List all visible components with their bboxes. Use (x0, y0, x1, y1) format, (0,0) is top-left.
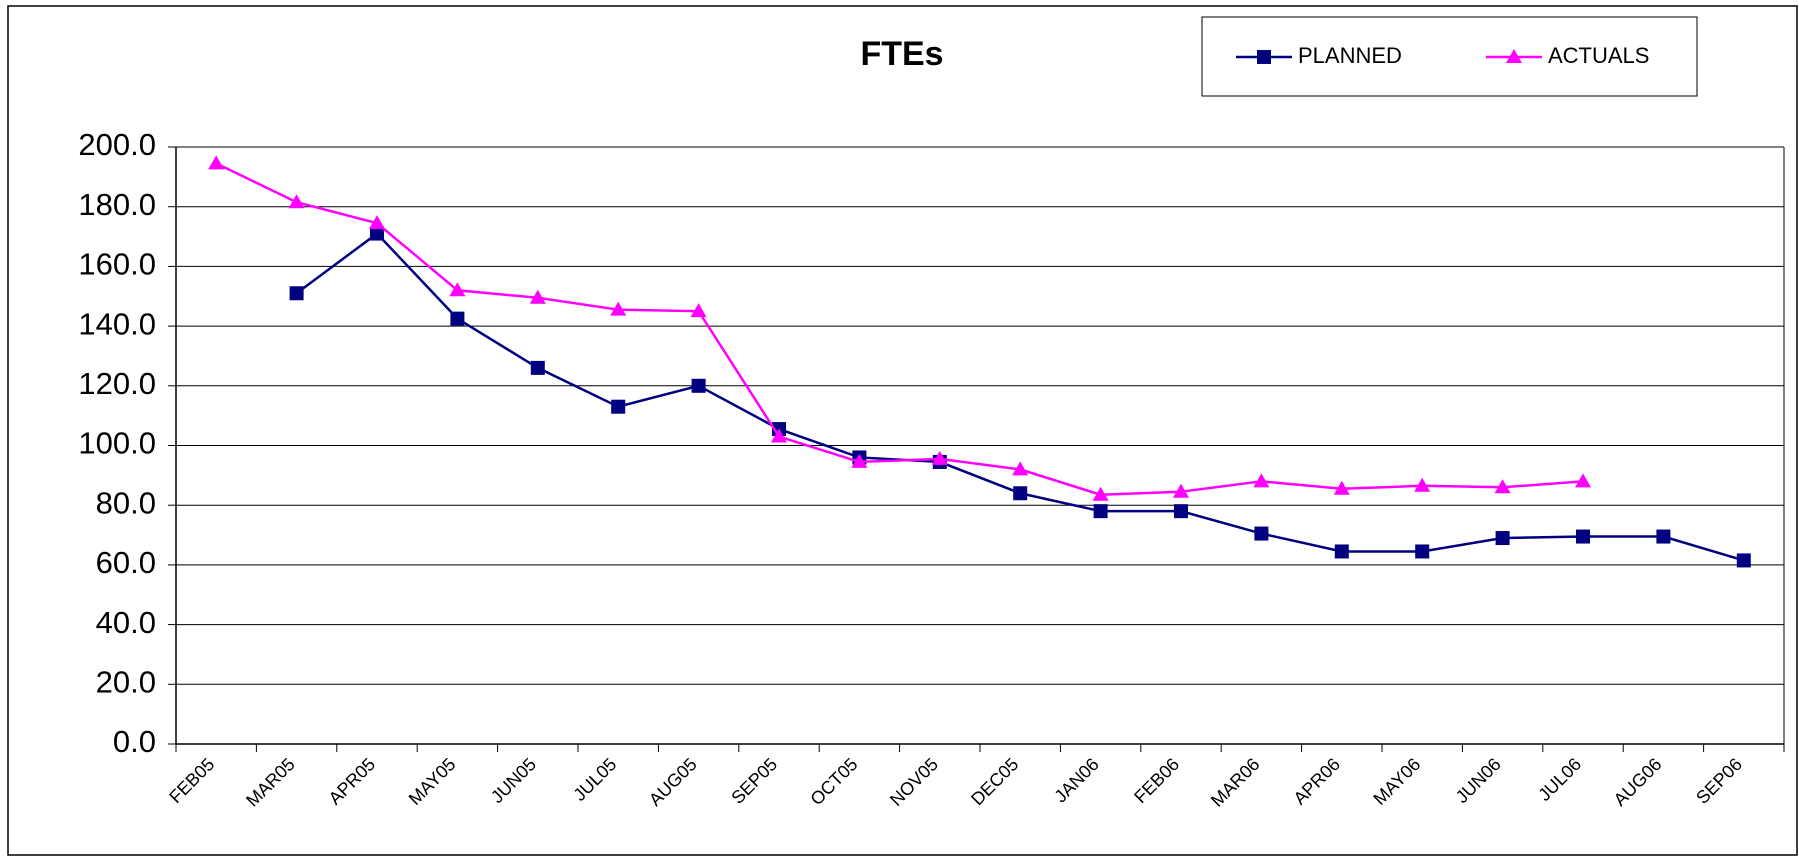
point (1334, 544, 1349, 559)
point (1575, 473, 1591, 488)
point (851, 453, 868, 468)
legend-label: ACTUALS (1548, 43, 1649, 68)
point (1253, 473, 1270, 488)
y-tick-label: 160.0 (78, 247, 156, 282)
y-tick-label: 40.0 (96, 605, 156, 640)
chart-title: FTEs (860, 35, 943, 73)
point (1414, 477, 1431, 492)
y-tick-label: 180.0 (78, 187, 156, 222)
point (289, 286, 304, 301)
series-line (215, 162, 1584, 497)
point (611, 399, 626, 414)
point (1254, 526, 1269, 541)
point (1736, 553, 1751, 568)
point (1092, 486, 1109, 501)
y-tick-label: 80.0 (96, 485, 156, 520)
point (1656, 529, 1671, 544)
point (610, 301, 627, 316)
point (450, 311, 465, 326)
point (1093, 504, 1108, 519)
point (1495, 531, 1510, 546)
y-tick-label: 120.0 (78, 366, 156, 401)
point (1576, 529, 1590, 544)
legend-marker (1506, 49, 1522, 63)
point (449, 282, 466, 297)
point (1012, 461, 1029, 476)
y-tick-label: 60.0 (96, 545, 156, 580)
point (529, 289, 546, 304)
point (1174, 504, 1188, 519)
point (691, 378, 706, 393)
chart-border (7, 5, 1798, 856)
point (931, 450, 948, 465)
point (530, 360, 545, 375)
point (690, 303, 707, 318)
y-tick-label: 0.0 (113, 724, 156, 759)
point (370, 226, 384, 241)
point (208, 155, 225, 170)
y-tick-label: 100.0 (78, 426, 156, 461)
legend-label: PLANNED (1298, 43, 1402, 68)
point (1333, 480, 1350, 495)
point (1494, 479, 1511, 494)
point (771, 428, 787, 443)
point (1415, 544, 1430, 559)
y-tick-label: 140.0 (78, 306, 156, 341)
point (288, 194, 305, 209)
y-tick-label: 20.0 (96, 664, 156, 699)
y-tick-label: 200.0 (78, 127, 156, 162)
legend-marker (1257, 50, 1271, 64)
point (1013, 486, 1028, 501)
point (369, 215, 385, 230)
point (1173, 483, 1189, 498)
